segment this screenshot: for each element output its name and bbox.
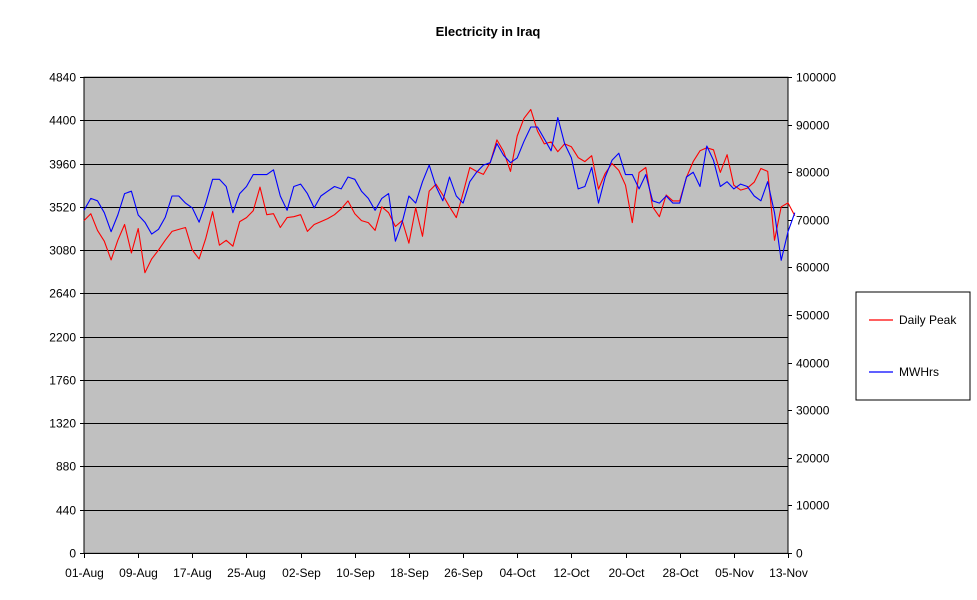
left-tick-label: 880	[56, 460, 76, 474]
x-tick-label: 04-Oct	[499, 566, 536, 580]
left-tick-label: 440	[56, 504, 76, 518]
x-tick-label: 02-Sep	[282, 566, 321, 580]
left-tick-label: 4400	[49, 114, 76, 128]
right-tick-label: 70000	[796, 214, 830, 228]
x-tick-label: 28-Oct	[662, 566, 699, 580]
legend-label-daily-peak: Daily Peak	[899, 313, 957, 327]
series-lines	[83, 108, 796, 274]
right-tick-label: 10000	[796, 499, 830, 513]
left-y-axis: 0 440 880 1320 1760 2200 2640 3080 3520 3960 4400 4…	[49, 71, 85, 561]
right-tick-label: 40000	[796, 357, 830, 371]
x-axis: 01-Aug 09-Aug 17-Aug 25-Aug 02-Sep 10-Sep 18-S…	[65, 553, 808, 580]
x-tick-label: 26-Sep	[444, 566, 483, 580]
right-tick-label: 0	[796, 547, 803, 561]
legend-label-mwhrs: MWHrs	[899, 365, 939, 379]
x-tick-label: 17-Aug	[173, 566, 212, 580]
right-tick-label: 80000	[796, 166, 830, 180]
x-tick-label: 05-Nov	[715, 566, 754, 580]
x-tick-label: 25-Aug	[227, 566, 266, 580]
x-tick-label: 18-Sep	[390, 566, 429, 580]
right-tick-label: 90000	[796, 119, 830, 133]
chart-title: Electricity in Iraq	[436, 24, 541, 39]
right-tick-label: 60000	[796, 261, 830, 275]
left-tick-label: 0	[69, 547, 76, 561]
left-tick-label: 2200	[49, 331, 76, 345]
x-tick-label: 01-Aug	[65, 566, 104, 580]
x-tick-label: 10-Sep	[336, 566, 375, 580]
series-line-daily-peak	[83, 108, 796, 274]
x-tick-label: 13-Nov	[769, 566, 808, 580]
left-tick-label: 3520	[49, 201, 76, 215]
right-tick-label: 50000	[796, 309, 830, 323]
x-tick-label: 09-Aug	[119, 566, 158, 580]
right-tick-label: 100000	[796, 71, 836, 85]
legend: Daily Peak MWHrs	[855, 291, 971, 401]
x-tick-label: 12-Oct	[553, 566, 590, 580]
left-tick-label: 2640	[49, 287, 76, 301]
left-tick-label: 1760	[49, 374, 76, 388]
plot-area	[83, 76, 789, 554]
legend-box	[855, 291, 971, 401]
left-tick-label: 3960	[49, 158, 76, 172]
right-y-axis: 0 10000 20000 30000 40000 50000 60000 70000 8000…	[787, 71, 836, 561]
left-tick-label: 3080	[49, 244, 76, 258]
x-tick-label: 20-Oct	[608, 566, 645, 580]
left-tick-label: 1320	[49, 417, 76, 431]
left-tick-label: 4840	[49, 71, 76, 85]
series-line-mwhrs	[83, 116, 796, 261]
right-tick-label: 30000	[796, 404, 830, 418]
right-tick-label: 20000	[796, 452, 830, 466]
